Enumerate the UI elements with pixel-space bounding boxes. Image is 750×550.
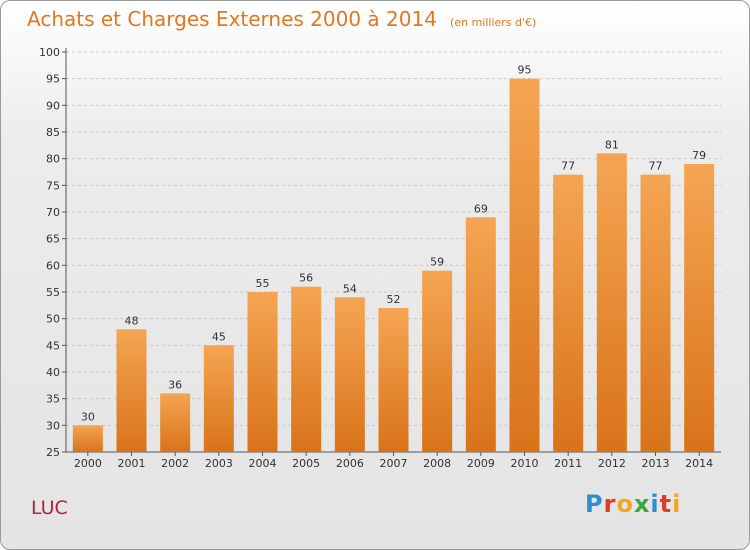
logo-letter: i	[672, 490, 682, 518]
logo-letter: t	[659, 490, 673, 518]
y-tick-label: 100	[39, 46, 60, 59]
x-tick-label: 2006	[336, 457, 364, 470]
bar-2003	[203, 345, 234, 452]
y-tick-label: 35	[46, 393, 60, 406]
x-tick-label: 2007	[380, 457, 408, 470]
data-label: 54	[343, 282, 357, 295]
chart-unit: (en milliers d'€)	[450, 16, 537, 29]
data-label: 77	[561, 160, 575, 173]
bar-2012	[596, 153, 627, 453]
bar-2001	[116, 329, 147, 452]
data-label: 45	[212, 330, 226, 343]
y-tick-label: 95	[46, 73, 60, 86]
logo-letter: o	[616, 490, 634, 518]
y-tick-label: 75	[46, 179, 60, 192]
x-tick-label: 2001	[118, 457, 146, 470]
data-label: 52	[387, 293, 401, 306]
bar-2009	[465, 217, 496, 452]
data-labels: 30 48 36 45 55 56 54 52 59 69 95 77 81 77 79	[81, 64, 706, 424]
y-tick-label: 60	[46, 259, 60, 272]
logo-letter: r	[603, 490, 617, 518]
bar-2007	[378, 308, 409, 452]
data-label: 79	[692, 149, 706, 162]
bars	[72, 78, 715, 453]
y-tick-label: 80	[46, 153, 60, 166]
logo-letter: i	[650, 490, 660, 518]
logo-letter: P	[585, 490, 604, 518]
y-tick-label: 25	[46, 446, 60, 459]
y-axis-ticks: 25 30 35 40 45 50 55 60 65 70 75 80 85 90 95 100	[39, 46, 66, 459]
data-label: 48	[125, 314, 139, 327]
x-tick-label: 2012	[598, 457, 626, 470]
data-label: 30	[81, 410, 95, 423]
data-label: 36	[168, 378, 182, 391]
bar-2004	[247, 292, 278, 452]
chart-title: Achats et Charges Externes 2000 à 2014	[27, 7, 437, 31]
y-tick-label: 30	[46, 419, 60, 432]
bar-2006	[334, 297, 365, 452]
bar-2014	[684, 164, 715, 452]
x-tick-label: 2009	[467, 457, 495, 470]
bar-2010	[509, 78, 540, 453]
y-tick-label: 70	[46, 206, 60, 219]
x-tick-label: 2002	[161, 457, 189, 470]
x-tick-label: 2013	[642, 457, 670, 470]
data-label: 95	[518, 64, 532, 77]
bar-2002	[160, 393, 191, 452]
data-label: 81	[605, 138, 619, 151]
x-tick-label: 2010	[511, 457, 539, 470]
data-label: 69	[474, 202, 488, 215]
chart-title-block: Achats et Charges Externes 2000 à 2014 (…	[27, 7, 536, 31]
y-tick-label: 85	[46, 126, 60, 139]
bar-2000	[72, 425, 103, 452]
x-tick-label: 2000	[74, 457, 102, 470]
x-axis-ticks: 2000 2001 2002 2003 2004 2005 2006 2007 2008 2009…	[74, 452, 713, 470]
x-tick-label: 2014	[685, 457, 713, 470]
place-name: LUC	[31, 497, 68, 519]
proxiti-logo: Proxiti	[585, 490, 681, 518]
y-tick-label: 50	[46, 313, 60, 326]
y-tick-label: 40	[46, 366, 60, 379]
bar-2011	[553, 174, 584, 452]
x-tick-label: 2011	[554, 457, 582, 470]
data-label: 56	[299, 272, 313, 285]
x-tick-label: 2008	[423, 457, 451, 470]
bar-2005	[291, 286, 322, 452]
y-tick-label: 65	[46, 233, 60, 246]
data-label: 77	[649, 160, 663, 173]
x-tick-label: 2004	[249, 457, 277, 470]
x-tick-label: 2005	[292, 457, 320, 470]
y-tick-label: 55	[46, 286, 60, 299]
data-label: 59	[430, 256, 444, 269]
bar-2008	[422, 270, 453, 452]
logo-letter: x	[633, 490, 651, 518]
data-label: 55	[256, 277, 270, 290]
y-tick-label: 45	[46, 339, 60, 352]
x-tick-label: 2003	[205, 457, 233, 470]
bar-2013	[640, 174, 671, 452]
y-tick-label: 90	[46, 99, 60, 112]
